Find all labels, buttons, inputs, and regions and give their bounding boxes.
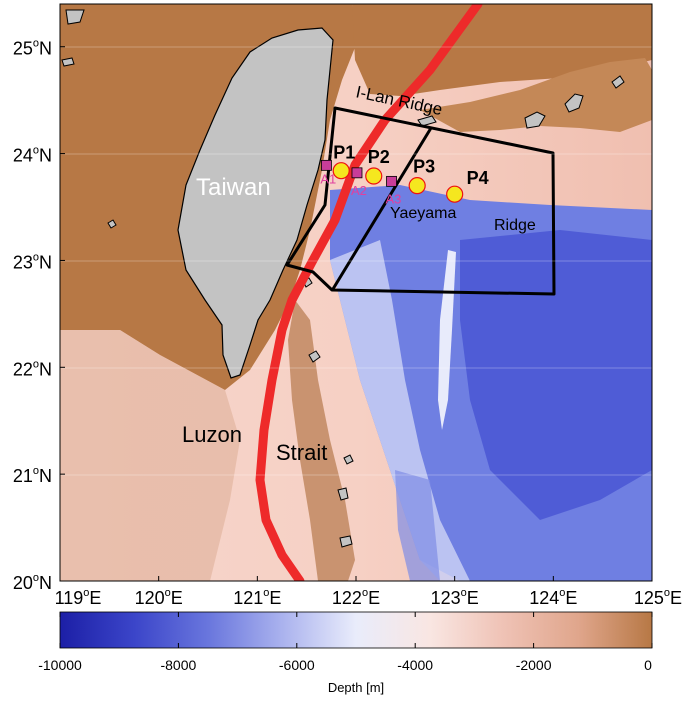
lat-tick-label: 21oN [13,465,52,486]
taiwan-label: Taiwan [196,174,271,201]
station-label-p3: P3 [413,157,435,177]
section-divider-east [331,127,433,290]
orchid-island [308,350,321,363]
station-markers: P1 P2 P3 P4 [332,143,489,203]
deep-trough-south [395,470,440,581]
luzon-arc-rise [288,300,355,581]
station-label-p4: P4 [467,168,489,188]
study-region-box [285,106,556,296]
mooring-markers: A1 A2 A3 [320,159,402,206]
latitude-axis: 25oN 24oN 23oN 22oN 21oN 20oN [13,38,65,593]
station-marker-p2 [365,167,383,185]
babuyan-island-1 [337,487,349,501]
lat-tick-label: 22oN [13,358,52,379]
lon-tick-label: 123oE [431,587,479,608]
colorbar-ticks: -10000 -8000 -6000 -4000 -2000 0 [38,612,653,673]
mooring-marker-a2 [351,167,363,179]
station-label-p2: P2 [368,147,390,167]
mooring-marker-a1 [320,159,332,171]
lon-tick-label: 119oE [55,587,102,608]
ridge-label: Ridge [494,217,536,234]
mid-depth-slope [330,240,470,581]
deepest-basin [460,230,652,520]
longitude-axis: 119oE 120oE 121oE 122oE 123oE 124oE 125oE [55,576,682,608]
taiwan-island [177,27,334,379]
lat-tick-label: 23oN [13,251,52,272]
lat-tick-label: 25oN [13,38,52,59]
colorbar-tick-label: -6000 [279,657,315,673]
colorbar-tick-label: -4000 [397,657,433,673]
mooring-label-a1: A1 [320,171,336,186]
mooring-marker-a3 [386,175,397,187]
lon-tick-label: 120oE [135,587,183,608]
colorbar-label: Depth [m] [328,680,384,695]
west-luzon-slope [60,330,240,581]
station-marker-p3 [408,177,426,195]
mooring-label-a3: A3 [386,191,402,206]
lat-tick-label: 24oN [13,145,52,166]
luzon-label: Luzon [182,422,242,447]
batan-island [343,454,354,465]
lon-tick-label: 122oE [332,587,380,608]
colorbar-tick-label: 0 [644,657,652,673]
map-panel [60,4,652,581]
mooring-label-a2: A2 [351,183,367,198]
lon-tick-label: 125oE [634,587,682,608]
gridlines [60,46,652,476]
station-marker-p1 [332,162,350,180]
colorbar-tick-label: -10000 [38,657,82,673]
penghu-island [107,219,117,229]
ishigaki-island [564,93,584,113]
babuyan-island-2 [339,535,353,548]
yonaguni-island [417,115,437,127]
colorbar-tick-label: -2000 [516,657,552,673]
yaeyama-label: Yaeyama [390,205,457,222]
colorbar-tick-label: -8000 [160,657,196,673]
kinmen-island [61,57,75,67]
iriomote-island [524,111,546,129]
depth-colorbar: -10000 -8000 -6000 -4000 -2000 0 Depth [m] [38,611,653,695]
colorbar-ramp [59,611,653,649]
lon-tick-label: 121oE [233,587,281,608]
station-label-p1: P1 [333,143,355,163]
station-marker-p4 [446,185,464,203]
ryukyu-shelf [420,58,652,132]
strait-label: Strait [276,440,327,465]
matsu-island [65,9,85,25]
gagua-ridge [438,250,456,430]
kuroshio-path [255,4,483,581]
lat-tick-label: 20oN [13,572,52,593]
lon-tick-label: 124oE [529,587,577,608]
miyako-island [611,75,625,89]
